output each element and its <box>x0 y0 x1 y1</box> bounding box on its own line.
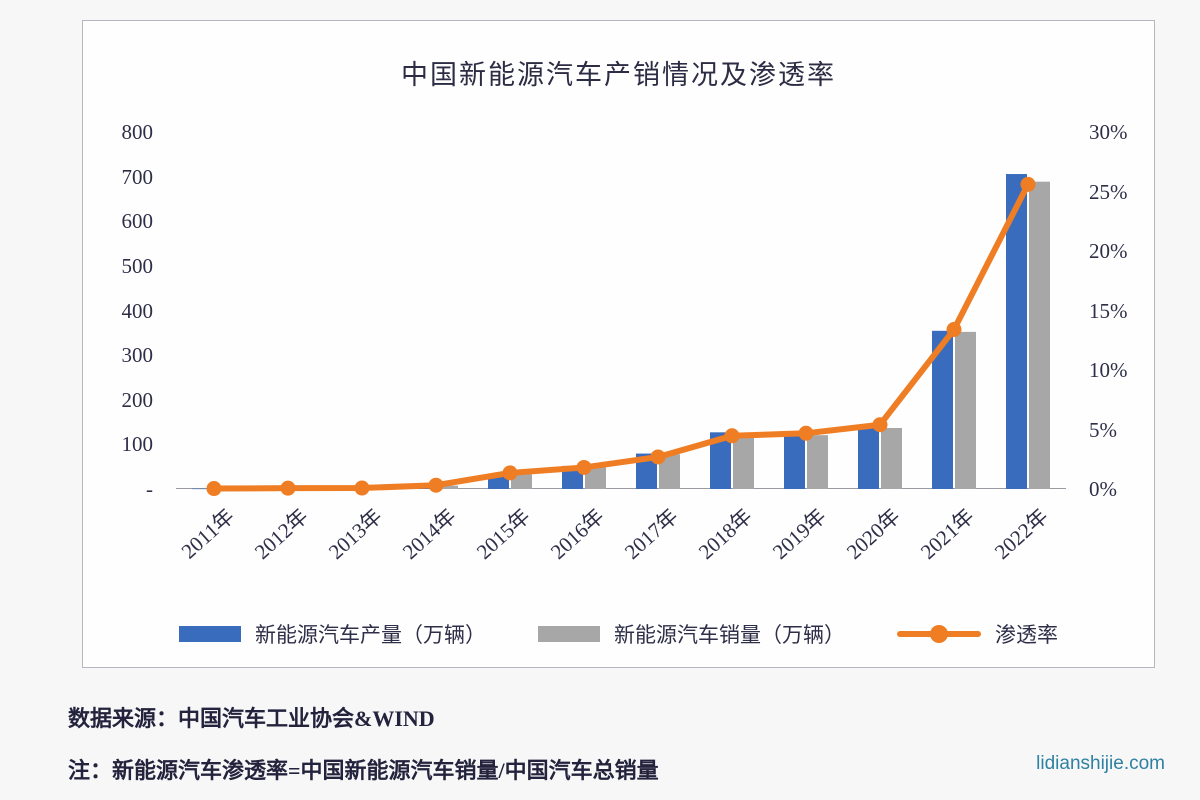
x-axis-tick-label: 2018年 <box>693 503 757 564</box>
x-axis-tick-label: 2022年 <box>989 503 1053 564</box>
legend-label-production: 新能源汽车产量（万辆） <box>255 623 486 647</box>
chart-title: 中国新能源汽车产销情况及渗透率 <box>401 60 836 90</box>
legend-item-sales: 新能源汽车销量（万辆） <box>538 619 845 649</box>
penetration-point <box>724 428 740 444</box>
x-axis-tick-label: 2015年 <box>471 503 535 564</box>
legend-label-sales: 新能源汽车销量（万辆） <box>614 623 845 647</box>
production-bar <box>858 428 879 489</box>
sales-bar <box>585 466 606 489</box>
penetration-footnote: 注：新能源汽车渗透率=中国新能源汽车销量/中国汽车总销量 <box>68 758 659 783</box>
legend-item-production: 新能源汽车产量（万辆） <box>179 619 486 649</box>
x-axis-tick-label: 2012年 <box>249 503 313 564</box>
production-bar <box>932 330 953 489</box>
x-axis-tick-label: 2011年 <box>176 503 239 564</box>
production-swatch-icon <box>179 626 241 642</box>
right-axis-tick: 15% <box>1089 298 1128 323</box>
x-axis-tick-label: 2016年 <box>545 503 609 564</box>
penetration-point <box>1020 176 1036 192</box>
sales-bar <box>881 427 902 489</box>
left-axis-tick: 200 <box>121 387 154 412</box>
penetration-point <box>576 459 592 475</box>
penetration-point <box>428 477 444 493</box>
penetration-line-marker-icon <box>897 624 981 644</box>
right-axis-tick: 25% <box>1089 179 1128 204</box>
x-axis-tick-label: 2020年 <box>841 503 905 564</box>
legend-item-penetration: 渗透率 <box>897 619 1058 649</box>
sales-bar <box>511 474 532 489</box>
sales-bar <box>807 435 828 489</box>
left-axis-tick: 700 <box>121 164 154 189</box>
legend-label-penetration: 渗透率 <box>995 623 1058 647</box>
left-axis-tick: - <box>146 477 153 501</box>
plot-area <box>176 174 1066 497</box>
chart-panel: 中国新能源汽车产销情况及渗透率 800 700 600 500 400 300 200 100… <box>82 20 1155 668</box>
production-bar <box>1006 174 1027 489</box>
chart-legend: 新能源汽车产量（万辆） 新能源汽车销量（万辆） 渗透率 <box>83 617 1154 651</box>
x-axis-tick-label: 2017年 <box>619 503 683 564</box>
penetration-point <box>946 322 962 338</box>
left-axis-tick: 800 <box>121 120 154 144</box>
penetration-point <box>650 449 666 465</box>
sales-bar <box>733 432 754 489</box>
production-bar <box>710 432 731 489</box>
right-axis-tick: 30% <box>1089 120 1128 144</box>
left-axis-tick: 100 <box>121 432 154 457</box>
production-bar <box>784 433 805 489</box>
data-source-note: 数据来源：中国汽车工业协会&WIND <box>68 706 435 731</box>
x-axis-tick-label: 2014年 <box>397 503 461 564</box>
right-axis-tick: 10% <box>1089 358 1128 382</box>
x-axis-tick-label: 2019年 <box>767 503 831 564</box>
penetration-point <box>206 481 222 497</box>
right-axis-tick: 0% <box>1089 477 1117 501</box>
penetration-point <box>280 480 296 496</box>
right-axis-tick: 20% <box>1089 239 1128 263</box>
watermark: lidianshijie.com <box>1036 753 1165 774</box>
penetration-point <box>354 480 370 496</box>
sales-bar <box>437 485 458 489</box>
production-bar <box>636 453 657 489</box>
sales-bar <box>659 454 680 489</box>
penetration-point <box>872 417 888 433</box>
right-axis-tick: 5% <box>1089 417 1117 442</box>
production-bar <box>192 488 213 490</box>
sales-bar <box>1029 181 1050 489</box>
left-axis-tick: 600 <box>121 209 154 234</box>
left-axis-tick: 400 <box>121 298 154 323</box>
penetration-point <box>798 425 814 441</box>
x-axis-tick-label: 2021年 <box>915 503 979 564</box>
penetration-point <box>502 465 518 481</box>
left-axis-tick: 500 <box>121 253 154 278</box>
sales-bar <box>955 331 976 489</box>
sales-swatch-icon <box>538 626 600 642</box>
x-axis-tick-label: 2013年 <box>323 503 387 564</box>
left-axis-tick: 300 <box>121 343 154 368</box>
penetration-line <box>211 181 1031 492</box>
